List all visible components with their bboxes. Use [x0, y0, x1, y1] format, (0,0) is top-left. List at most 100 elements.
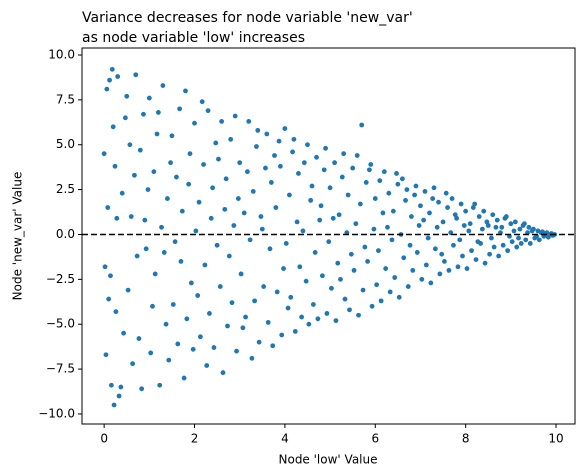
point	[192, 120, 197, 126]
point	[214, 242, 220, 248]
point	[270, 343, 276, 349]
point	[283, 241, 289, 246]
point	[363, 180, 369, 185]
point	[148, 350, 154, 356]
x-tick-label: 10	[548, 432, 563, 446]
point	[516, 235, 521, 241]
point	[272, 153, 277, 158]
point	[204, 363, 210, 368]
point	[273, 205, 279, 210]
point	[455, 264, 461, 270]
point	[134, 253, 140, 259]
point	[440, 219, 446, 225]
point	[152, 271, 158, 277]
point	[163, 321, 169, 327]
point	[500, 242, 506, 248]
point	[413, 183, 419, 189]
point	[321, 167, 327, 173]
point	[110, 124, 116, 130]
point	[505, 248, 511, 254]
point	[319, 273, 325, 279]
point	[409, 214, 414, 219]
point	[130, 361, 136, 367]
point	[111, 402, 117, 408]
point	[279, 332, 285, 338]
point	[168, 160, 173, 166]
point	[256, 339, 262, 345]
point	[288, 294, 294, 300]
point	[107, 77, 112, 83]
point	[290, 149, 295, 155]
point	[297, 264, 303, 270]
point	[296, 171, 301, 176]
point	[473, 257, 479, 263]
point	[234, 348, 239, 354]
point	[237, 160, 243, 166]
point	[160, 83, 166, 88]
point	[476, 214, 482, 219]
point	[383, 266, 389, 271]
point	[291, 136, 297, 142]
point	[418, 203, 423, 209]
point	[335, 260, 341, 266]
point	[122, 115, 128, 121]
point	[220, 370, 226, 376]
point	[105, 205, 111, 210]
point	[410, 267, 416, 273]
point	[390, 208, 396, 214]
point	[469, 248, 474, 254]
point	[396, 294, 402, 300]
point	[197, 334, 203, 340]
point	[101, 151, 107, 157]
point	[274, 289, 280, 295]
point	[369, 303, 375, 309]
point	[249, 355, 255, 361]
point	[425, 235, 431, 241]
point	[431, 185, 437, 191]
point	[526, 224, 532, 230]
point	[137, 147, 143, 153]
point	[109, 66, 115, 72]
point	[503, 214, 509, 219]
point	[124, 93, 130, 99]
point	[285, 305, 291, 311]
point	[128, 214, 134, 219]
point	[359, 122, 365, 128]
point	[407, 242, 413, 248]
point	[395, 181, 401, 187]
point	[399, 176, 405, 182]
point	[386, 190, 392, 196]
point	[267, 246, 273, 252]
point	[461, 223, 467, 228]
point	[493, 224, 499, 230]
point	[464, 266, 470, 271]
point	[345, 192, 351, 198]
point	[308, 197, 314, 203]
x-tick-label: 0	[100, 432, 108, 446]
point	[478, 241, 483, 246]
point	[211, 345, 217, 350]
plot-area	[82, 66, 575, 408]
point	[404, 187, 410, 193]
point	[265, 320, 271, 325]
point	[353, 221, 359, 227]
point	[277, 163, 283, 169]
point	[333, 318, 339, 324]
point	[326, 239, 332, 245]
point	[210, 185, 215, 191]
point	[339, 174, 345, 180]
point	[403, 197, 408, 203]
point	[174, 174, 179, 180]
point	[155, 110, 161, 115]
point	[356, 312, 361, 318]
point	[430, 196, 436, 201]
point	[287, 192, 292, 198]
point	[487, 251, 492, 257]
point	[329, 285, 334, 291]
point	[479, 226, 485, 232]
point	[136, 336, 142, 341]
point	[226, 253, 232, 259]
point	[133, 72, 139, 78]
point	[371, 226, 377, 232]
